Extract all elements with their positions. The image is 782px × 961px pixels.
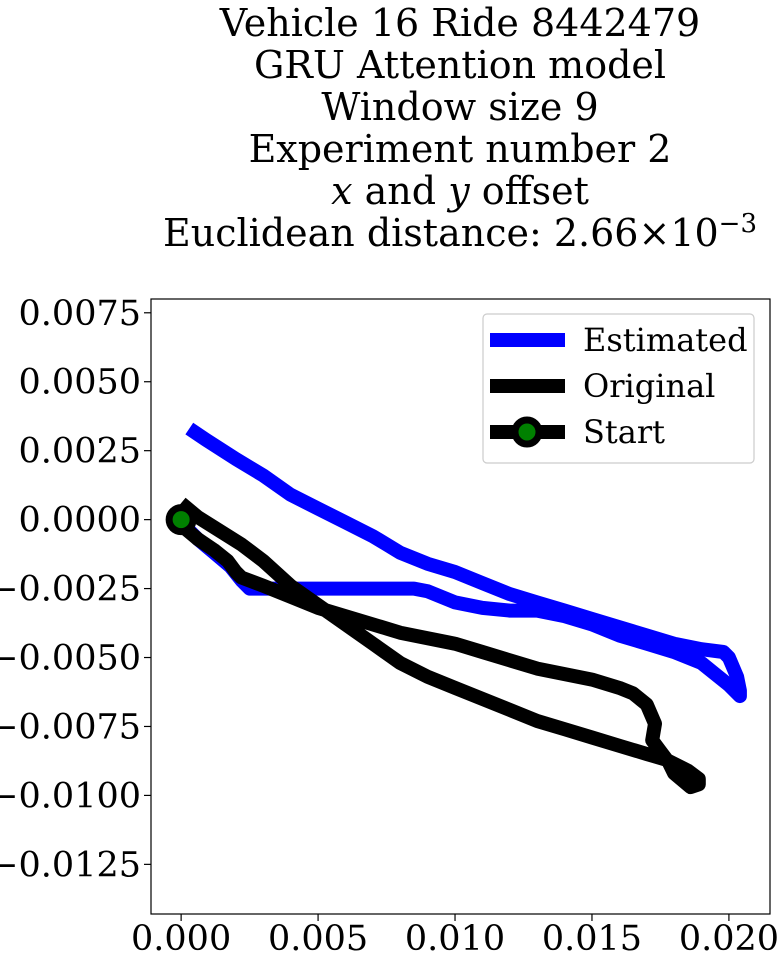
- x-axis: 0.000 0.005 0.010 0.015 0.020: [131, 914, 779, 959]
- series-layer: [165, 422, 747, 795]
- y-tick-label: 0.0025: [19, 432, 141, 472]
- y-tick-label: −0.0100: [0, 776, 141, 816]
- title-distance-base: 10: [670, 211, 719, 255]
- title-offset-word: offset: [469, 169, 589, 213]
- legend-label-start: Start: [583, 413, 665, 451]
- series-line-estimated: [176, 422, 747, 704]
- x-tick-label: 0.015: [542, 919, 642, 959]
- x-tick-label: 0.010: [405, 919, 505, 959]
- title-line-4: Experiment number 2: [248, 127, 672, 171]
- legend: Estimated Original Start: [482, 313, 755, 464]
- title-distance-exponent: −3: [718, 209, 757, 239]
- y-tick-label: −0.0075: [0, 707, 141, 747]
- x-tick-label: 0.020: [679, 919, 779, 959]
- title-distance-times: ×: [638, 211, 671, 255]
- series-line-original: [176, 497, 706, 795]
- title-line-2: GRU Attention model: [253, 43, 667, 87]
- title-line-3: Window size 9: [321, 85, 599, 129]
- title-line-distance: Euclidean distance: 2.66×10−3: [60, 209, 782, 255]
- plot-frame: [150, 298, 771, 915]
- title-line-1: Vehicle 16 Ride 8442479: [219, 1, 701, 45]
- x-tick-label: 0.005: [268, 919, 368, 959]
- title-x-var: x: [331, 169, 353, 213]
- y-tick-label: 0.0050: [19, 363, 141, 403]
- legend-label-estimated: Estimated: [583, 321, 748, 359]
- start-point-marker: [165, 504, 197, 536]
- legend-swatch-start-marker: [511, 416, 543, 448]
- title-y-var: y: [448, 169, 470, 213]
- title-distance-mantissa: 2.66: [553, 211, 639, 255]
- y-tick-label: 0.0075: [19, 294, 141, 334]
- title-distance-prefix: Euclidean distance:: [163, 211, 554, 255]
- y-tick-label: −0.0025: [0, 570, 141, 610]
- y-tick-label: −0.0050: [0, 639, 141, 679]
- x-tick-label: 0.000: [131, 919, 231, 959]
- legend-label-original: Original: [583, 367, 715, 405]
- chart-title: Vehicle 16 Ride 8442479 GRU Attention mo…: [60, 2, 782, 254]
- y-axis: 0.0075 0.0050 0.0025 0.0000 −0.0025 −0.0050 −0…: [0, 294, 151, 885]
- title-and: and: [352, 169, 449, 213]
- title-line-offset: x and y offset: [60, 170, 782, 212]
- y-tick-label: −0.0125: [0, 845, 141, 885]
- y-tick-label: 0.0000: [19, 501, 141, 541]
